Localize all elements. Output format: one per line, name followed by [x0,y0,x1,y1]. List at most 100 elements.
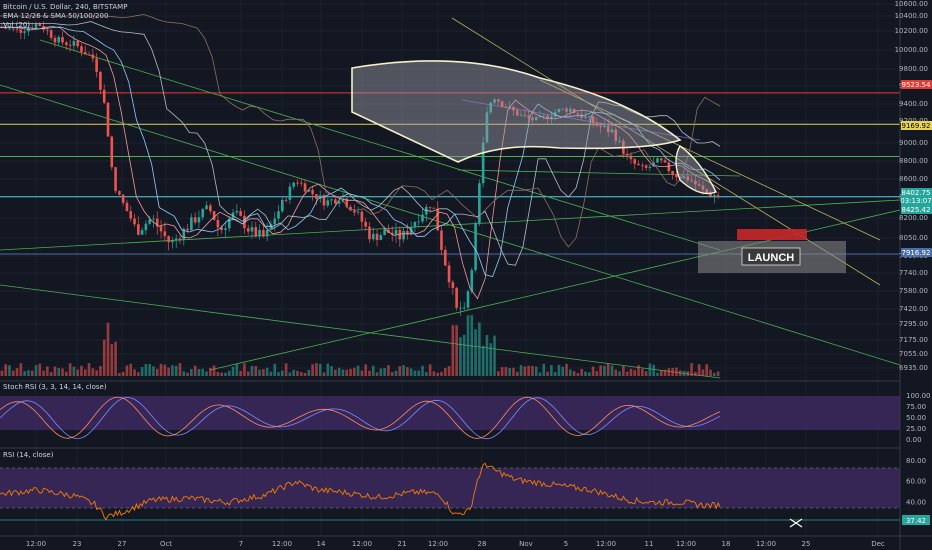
time-tick-label: 21 [398,540,407,548]
candle-body [99,71,102,90]
candle-body [262,229,265,237]
candle-body [254,227,258,237]
volume-bar [83,369,87,376]
candle-body [474,223,477,271]
volume-bar [193,365,197,376]
candle-body [523,114,527,116]
time-tick-label: 23 [73,540,82,548]
volume-bar [637,365,640,376]
time-tick-label: 5 [564,540,568,548]
candle-body [637,163,640,165]
candle-body [466,291,470,308]
cup-handle-drawing [675,144,717,195]
candle-body [584,116,587,118]
candle-body [258,229,261,237]
volume-bars [0,315,720,376]
candle-body [87,54,91,56]
candle-body [470,270,474,292]
price-label-box [901,205,932,214]
candle-body [576,113,580,115]
time-tick-label: 12:00 [676,540,696,548]
candle-body [447,265,451,283]
rsi-label: RSI (14, close) [3,451,54,459]
stoch-tick-label: 100.00 [906,392,931,400]
volume-bar [201,368,205,376]
volume-bar [220,372,223,376]
volume-bar [212,365,216,376]
volume-bar [705,364,709,376]
volume-bar [508,367,511,376]
stoch-tick-label: 75.00 [906,403,926,411]
candle-body [667,162,671,172]
volume-bar [288,372,292,376]
volume-bar [462,334,466,376]
price-tick-label: 7055.00 [899,350,928,358]
candle-body [436,208,439,231]
moving-average-line [0,26,721,278]
candle-body [193,217,197,223]
price-tick-label: 9400.00 [899,100,928,108]
volume-bar [413,370,417,376]
candle-body [178,238,182,240]
volume-bar [197,369,201,376]
volume-bar [178,363,182,376]
candle-body [68,44,72,46]
price-axis[interactable] [900,0,932,550]
volume-bar [277,372,280,376]
close-x-icon[interactable] [789,518,803,528]
candle-body [148,219,151,224]
volume-bar [580,368,583,376]
volume-bar [19,363,23,376]
volume-bar [663,369,667,376]
candle-body [360,211,364,222]
volume-bar [709,369,712,376]
candle-body [599,125,602,128]
volume-bar [534,366,538,376]
volume-bar [553,372,557,376]
volume-bar [599,365,602,376]
volume-bar [118,372,121,376]
volume-bar [349,368,352,376]
candle-body [137,224,140,235]
volume-bar [110,344,114,376]
volume-bar [629,368,633,376]
candle-body [125,202,129,212]
candle-body [8,28,11,30]
candle-body [614,129,618,141]
price-label: 7916.92 [902,249,931,257]
candle-body [163,231,167,237]
candle-body [504,106,508,108]
candle-body [265,229,269,237]
volume-bar [436,372,439,376]
candles [0,21,720,316]
volume-bar [318,363,322,376]
volume-bar [91,368,95,376]
volume-bar [682,370,686,376]
volume-bar [76,369,79,376]
launch-label-box [741,247,801,266]
launch-target-zone [737,229,807,240]
volume-bar [557,364,561,376]
volume-bar [296,370,299,376]
candle-body [235,211,239,213]
volume-bar [337,367,341,376]
time-tick-label: 12:00 [352,540,372,548]
candle-body [121,194,125,203]
volume-bar [269,371,273,376]
volume-bar [265,367,269,376]
candle-body [133,218,136,225]
time-tick-label: 25 [802,540,811,548]
candle-body [15,28,19,30]
candle-body [19,29,23,33]
volume-bar [622,365,625,376]
candle-body [421,214,424,222]
volume-bar [584,371,587,376]
candle-body [4,27,7,29]
candle-body [250,227,254,232]
candle-body [91,54,95,59]
time-axis-ticks[interactable]: 12:00 23 27 Oct 7 12:00 14 12:00 21 12:00 28 Nov 5 12… [26,540,885,548]
volume-bar [542,363,546,376]
volume-bar [550,364,553,376]
